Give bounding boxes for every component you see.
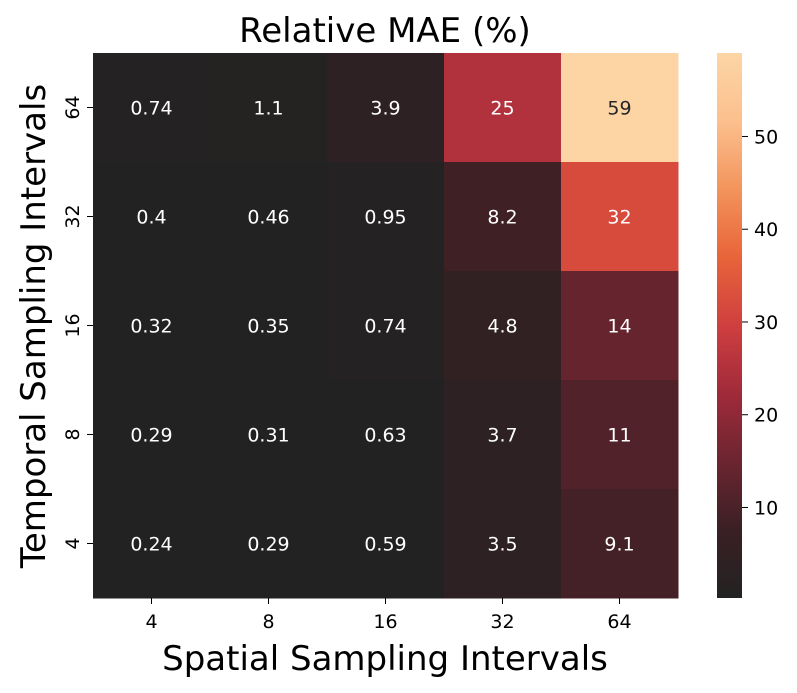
heatmap-cells: 0.74 1.1 3.9 25 59 0.4 0.46 0.95 8.2 32 0.32 0.35 0.… bbox=[93, 53, 679, 599]
heatmap-cell bbox=[327, 162, 445, 272]
x-tick-label: 4 bbox=[145, 611, 157, 633]
y-axis-ticks: 64 32 16 8 4 bbox=[62, 95, 93, 550]
heatmap-cell bbox=[327, 53, 445, 163]
heatmap-cell bbox=[93, 53, 211, 163]
heatmap-cell bbox=[444, 271, 562, 381]
heatmap-cell bbox=[444, 53, 562, 163]
colorbar-tick-label: 50 bbox=[754, 126, 778, 148]
heatmap-cell bbox=[561, 380, 679, 490]
cell-value-label: 0.32 bbox=[130, 316, 172, 338]
cell-value-label: 1.1 bbox=[253, 98, 283, 120]
cell-value-label: 32 bbox=[607, 207, 631, 229]
x-tick-label: 16 bbox=[373, 611, 397, 633]
cell-value-label: 8.2 bbox=[487, 207, 517, 229]
heatmap-cell bbox=[210, 271, 328, 381]
heatmap-cell bbox=[561, 162, 679, 272]
x-tick-label: 8 bbox=[262, 611, 274, 633]
heatmap-cell bbox=[210, 489, 328, 599]
x-axis-ticks: 4 8 16 32 64 bbox=[145, 598, 632, 633]
colorbar-tick-label: 30 bbox=[754, 312, 778, 334]
y-tick-label: 64 bbox=[62, 95, 84, 119]
cell-value-label: 0.29 bbox=[247, 534, 289, 556]
x-tick-label: 64 bbox=[607, 611, 631, 633]
colorbar-tick-label: 10 bbox=[754, 497, 778, 519]
heatmap-cell bbox=[93, 489, 211, 599]
x-tick-label: 32 bbox=[490, 611, 514, 633]
y-axis-label: Temporal Sampling Intervals bbox=[14, 84, 54, 569]
heatmap-cell bbox=[93, 162, 211, 272]
y-tick-label: 16 bbox=[62, 313, 84, 337]
x-axis-label: Spatial Sampling Intervals bbox=[162, 639, 608, 679]
heatmap-cell bbox=[93, 271, 211, 381]
cell-value-label: 9.1 bbox=[604, 534, 634, 556]
cell-value-label: 3.5 bbox=[487, 534, 517, 556]
heatmap-cell bbox=[327, 489, 445, 599]
heatmap-cell bbox=[327, 380, 445, 490]
cell-value-label: 0.95 bbox=[364, 207, 406, 229]
cell-value-label: 3.7 bbox=[487, 425, 517, 447]
heatmap-cell bbox=[210, 380, 328, 490]
cell-value-label: 3.9 bbox=[370, 98, 400, 120]
chart-title: Relative MAE (%) bbox=[239, 11, 531, 51]
cell-value-label: 59 bbox=[607, 98, 631, 120]
y-tick-label: 32 bbox=[62, 204, 84, 228]
colorbar-tick-label: 40 bbox=[754, 219, 778, 241]
cell-value-label: 14 bbox=[607, 316, 631, 338]
cell-value-label: 4.8 bbox=[487, 316, 517, 338]
cell-value-label: 0.46 bbox=[247, 207, 289, 229]
cell-value-label: 0.31 bbox=[247, 425, 289, 447]
cell-value-label: 0.4 bbox=[136, 207, 166, 229]
heatmap-cell bbox=[561, 489, 679, 599]
cell-value-label: 0.29 bbox=[130, 425, 172, 447]
cell-value-label: 0.35 bbox=[247, 316, 289, 338]
cell-value-label: 0.59 bbox=[364, 534, 406, 556]
heatmap-cell bbox=[93, 380, 211, 490]
cell-value-label: 25 bbox=[490, 98, 514, 120]
heatmap-cell bbox=[444, 162, 562, 272]
colorbar-gradient bbox=[717, 53, 742, 598]
cell-value-label: 0.74 bbox=[364, 316, 406, 338]
colorbar-ticks: 10 20 30 40 50 bbox=[742, 126, 778, 519]
heatmap-cell bbox=[327, 271, 445, 381]
cell-value-label: 0.74 bbox=[130, 98, 172, 120]
heatmap-cell bbox=[210, 162, 328, 272]
heatmap-cell bbox=[210, 53, 328, 163]
heatmap-cell bbox=[444, 380, 562, 490]
heatmap-cell bbox=[561, 53, 679, 163]
heatmap-cell bbox=[561, 271, 679, 381]
colorbar: 10 20 30 40 50 bbox=[717, 53, 778, 598]
cell-value-label: 0.63 bbox=[364, 425, 406, 447]
y-tick-label: 8 bbox=[62, 428, 84, 440]
colorbar-tick-label: 20 bbox=[754, 405, 778, 427]
cell-value-label: 0.24 bbox=[130, 534, 172, 556]
y-tick-label: 4 bbox=[62, 537, 84, 549]
cell-value-label: 11 bbox=[607, 425, 631, 447]
heatmap-cell bbox=[444, 489, 562, 599]
